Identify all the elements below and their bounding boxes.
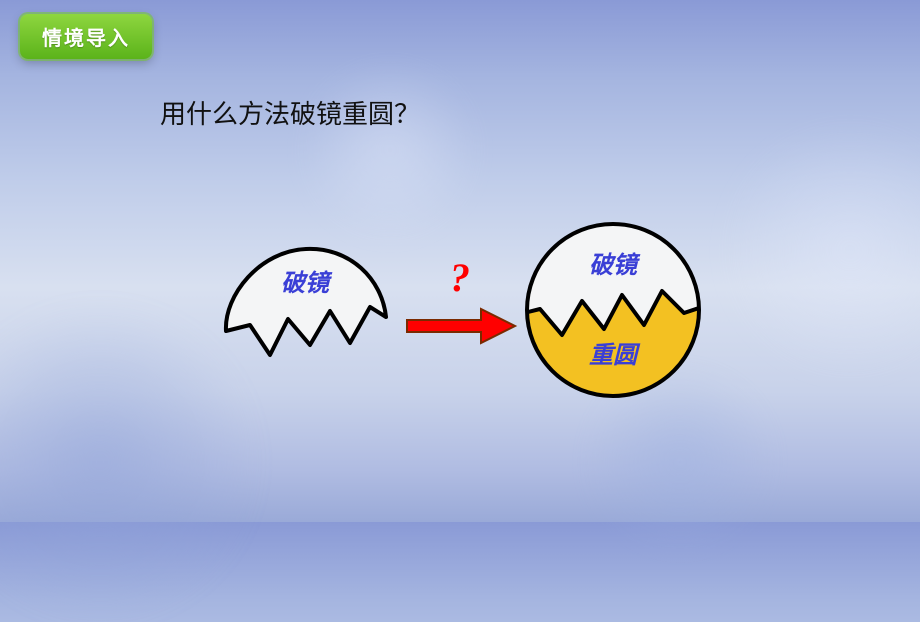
context-tag-label: 情境导入 [42, 28, 130, 50]
broken-mirror-shard: 破镜 [210, 235, 400, 385]
circle-top-label: 破镜 [589, 252, 641, 279]
bg-blob [720, 120, 920, 380]
context-tag: 情境导入 [20, 14, 152, 59]
shard-outline [226, 249, 386, 355]
diagram: 破镜 ? 破镜 重圆 [210, 210, 730, 410]
arrow-group: ? [400, 268, 520, 352]
arrow-icon [401, 305, 519, 347]
question-mark-icon: ? [400, 254, 520, 301]
shard-label: 破镜 [281, 270, 333, 297]
reunited-circle: 破镜 重圆 [520, 217, 706, 403]
question-text: 用什么方法破镜重圆？ [160, 94, 420, 131]
circle-bottom-label: 重圆 [589, 342, 641, 369]
